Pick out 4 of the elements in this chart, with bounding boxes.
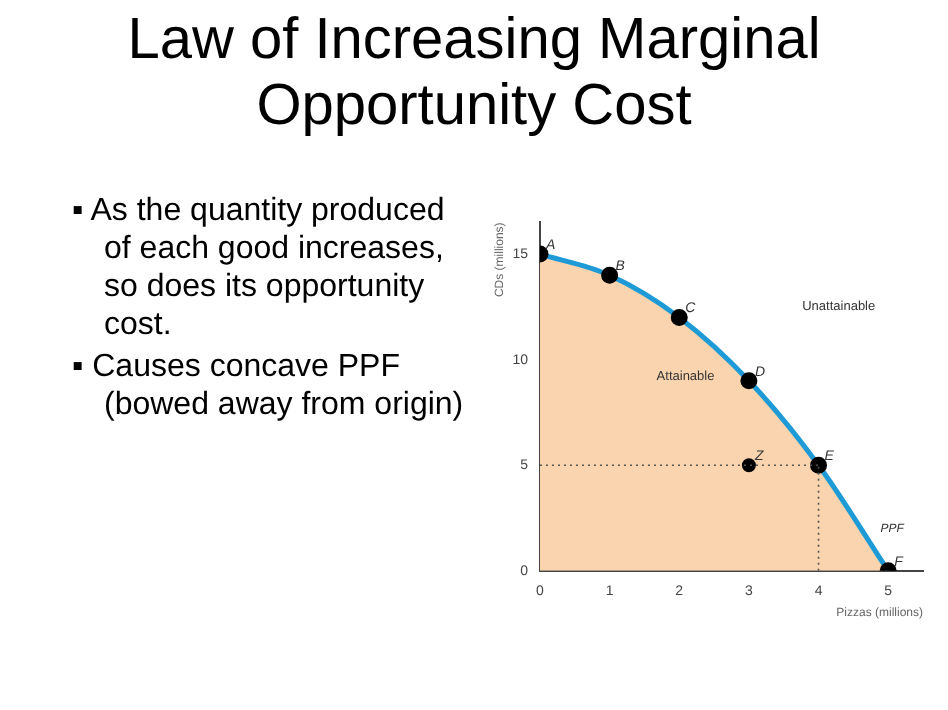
point	[741, 458, 756, 473]
chart-title: Law of Increasing Marginal Opportunity Cost	[125, 8, 823, 140]
text: ▪ As the quantity produced of each good increases, so does its opportunity cost.	[72, 192, 447, 344]
text: ▪ Causes concave PPF (bowed away from origin)	[72, 348, 466, 424]
